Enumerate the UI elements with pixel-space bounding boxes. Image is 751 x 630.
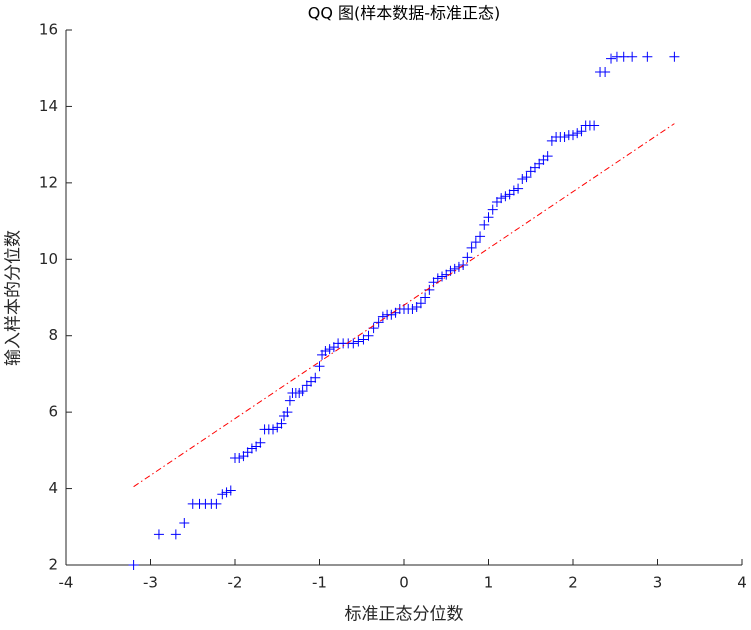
qq-point — [373, 317, 384, 328]
qq-point — [500, 191, 511, 202]
qq-point — [348, 338, 359, 349]
qq-point — [437, 271, 448, 282]
qq-point — [589, 120, 600, 131]
qq-point — [542, 151, 553, 162]
qq-point — [618, 51, 629, 62]
x-tick-label: 3 — [653, 574, 663, 592]
y-tick-label: 14 — [39, 97, 58, 115]
qq-point — [513, 183, 524, 194]
qq-point — [475, 231, 486, 242]
qq-point — [353, 336, 364, 347]
x-tick-label: 2 — [568, 574, 578, 592]
chart-title: QQ 图(样本数据-标准正态) — [308, 4, 501, 23]
qq-point — [479, 219, 490, 230]
qq-point — [407, 303, 418, 314]
y-tick-label: 16 — [39, 21, 58, 39]
qq-point — [600, 67, 611, 78]
qq-point — [576, 126, 587, 137]
y-tick-label: 4 — [48, 479, 58, 497]
x-tick-label: 1 — [484, 574, 494, 592]
qq-point — [297, 386, 308, 397]
qq-point — [234, 453, 245, 463]
qq-point — [415, 298, 426, 309]
qq-point — [496, 193, 507, 204]
y-tick-label: 10 — [39, 250, 58, 268]
qq-point — [508, 185, 519, 196]
x-tick-label: -1 — [312, 574, 327, 592]
qq-point — [470, 237, 481, 248]
x-tick-label: 0 — [399, 574, 409, 592]
qq-point — [128, 560, 139, 570]
qq-point — [572, 128, 583, 139]
x-tick-label: -4 — [59, 574, 74, 592]
qq-point — [153, 529, 164, 540]
qq-point — [462, 252, 473, 263]
qq-point — [449, 263, 460, 274]
qq-point — [627, 51, 638, 62]
qq-point — [320, 346, 331, 356]
qq-point — [377, 311, 388, 322]
qq-point — [211, 498, 222, 509]
qq-point — [669, 51, 680, 62]
qq-point — [268, 424, 279, 435]
qq-point — [284, 395, 295, 406]
y-tick-label: 2 — [48, 556, 58, 574]
x-tick-label: -2 — [228, 574, 243, 592]
qq-point — [363, 330, 374, 341]
qq-point — [487, 204, 498, 215]
qq-point — [246, 443, 257, 454]
qq-point — [453, 261, 464, 272]
y-tick-label: 8 — [48, 326, 58, 344]
qq-point — [179, 517, 190, 528]
x-tick-label: 4 — [737, 574, 747, 592]
x-axis-title: 标准正态分位数 — [345, 605, 464, 625]
qq-point — [324, 344, 335, 355]
qq-point — [217, 489, 228, 500]
qq-point — [517, 174, 528, 185]
qq-point — [225, 485, 236, 496]
qq-point — [606, 53, 617, 64]
qq-point — [432, 273, 443, 284]
qq-point — [483, 212, 494, 223]
qq-point — [310, 372, 321, 383]
y-tick-label: 6 — [48, 403, 58, 421]
y-axis-title: 输入样本的分位数 — [4, 230, 24, 366]
qq-point — [221, 487, 232, 498]
qq-point — [521, 172, 532, 183]
qq-point — [466, 242, 477, 253]
qq-point — [386, 309, 397, 320]
qq-point — [282, 407, 293, 418]
x-tick-label: -3 — [143, 574, 158, 592]
qq-point — [642, 51, 653, 62]
qq-point — [255, 437, 266, 448]
qq-point — [559, 132, 570, 142]
qq-point — [420, 292, 431, 303]
qq-point — [276, 418, 287, 429]
qq-point — [358, 334, 369, 345]
qq-point — [314, 361, 325, 372]
qq-point — [170, 529, 181, 540]
qq-point — [568, 130, 578, 141]
reference-line — [133, 123, 675, 488]
y-tick-label: 12 — [39, 173, 58, 191]
